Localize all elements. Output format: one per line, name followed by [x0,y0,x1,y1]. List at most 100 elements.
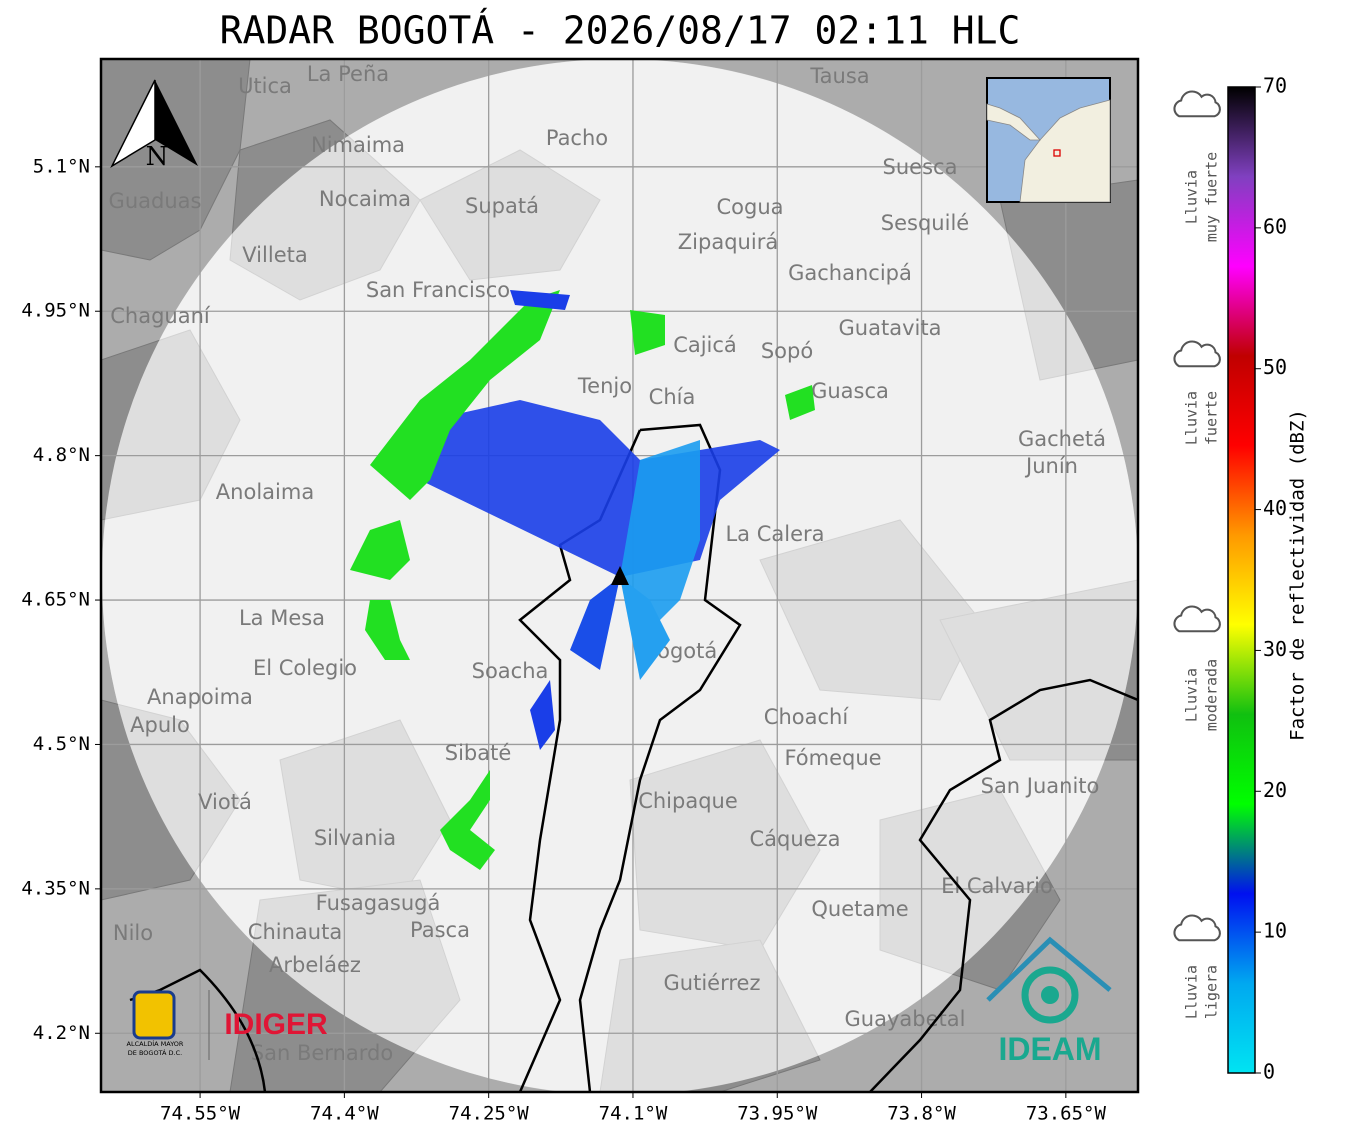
place-label: La Calera [725,522,824,546]
place-label: Sibaté [445,741,512,765]
legend-label: moderada [1203,659,1221,731]
place-label: La Mesa [239,606,325,630]
place-label: Nilo [113,921,153,945]
inset-map [986,77,1111,203]
place-label: Soacha [472,659,549,683]
place-label: Choachí [764,705,850,729]
colorbar-tick-label: 10 [1263,919,1287,943]
place-label: Chaguaní [110,304,211,328]
legend-label: Lluvia [1183,965,1201,1019]
place-label: Guaduas [109,189,202,213]
colorbar-tick-label: 0 [1263,1060,1275,1084]
colorbar-tick-label: 40 [1263,496,1287,520]
north-label: N [146,142,169,172]
place-label: Silvania [314,826,396,850]
x-tick-label: 73.8°W [887,1103,956,1125]
legend-label: Lluvia [1183,170,1201,224]
place-label: Nimaima [311,133,405,157]
place-label: Chinauta [248,920,342,944]
colorbar-tick-label: 30 [1263,637,1287,661]
place-label: Gachancipá [788,261,912,285]
radar-echoes [350,290,815,870]
place-label: Cogua [716,195,783,219]
place-label: Arbeláez [269,953,361,977]
place-label: Apulo [130,713,190,737]
place-label: Tausa [809,64,869,88]
place-label: Zipaquirá [678,230,778,254]
place-label: Gachetá [1018,427,1106,451]
place-label: Guasca [811,379,889,403]
legend-icon [1173,340,1221,368]
y-tick-label: 4.8°N [33,444,90,466]
y-tick-label: 4.2°N [33,1022,90,1044]
place-label: Fusagasugá [316,891,441,915]
place-label: Supatá [465,194,539,218]
colorbar-tick-label: 20 [1263,778,1287,802]
map-frame [99,57,1140,1094]
colorbar-tick-label: 60 [1263,214,1287,238]
radar-site [611,566,629,585]
place-label: Quetame [811,897,908,921]
place-label: Viotá [198,790,252,814]
place-label: Chipaque [638,789,738,813]
legend-icon [1173,605,1221,633]
place-label: Gutiérrez [664,971,761,995]
title: RADAR BOGOTÁ - 2026/08/17 02:11 HLC [220,9,1021,53]
logo-text: ALCALDÍA MAYOR [127,1039,184,1048]
logo-text: IDEAM [998,1031,1101,1067]
place-label: Junín [1024,454,1078,478]
y-tick-label: 5.1°N [33,155,90,177]
x-tick-label: 74.4°W [310,1103,379,1125]
place-label: Guayabetal [845,1007,966,1031]
logo-ideam: IDEAM [986,936,1112,1067]
x-tick-label: 74.25°W [449,1103,530,1125]
place-label: Tenjo [577,374,632,398]
legend-icon [1173,90,1221,118]
legend-icon [1173,914,1221,942]
x-tick-label: 73.95°W [737,1103,818,1125]
logo-text: DE BOGOTÁ D.C. [128,1048,182,1057]
colorbar-fill [1227,86,1256,1074]
place-label: San Bernardo [251,1041,393,1065]
legend-label: Lluvia [1183,391,1201,445]
y-tick-label: 4.65°N [21,589,90,611]
place-label: San Francisco [366,278,510,302]
colorbar: 0 10 20 30 40 50 60 70 Factor de reflectividad (… [1227,74,1309,1084]
place-label: La Peña [307,62,389,86]
x-tick-label: 73.65°W [1026,1103,1107,1125]
colorbar-tick-label: 50 [1263,355,1287,379]
place-label: Sesquilé [881,211,969,235]
place-label: Guatavita [839,316,942,340]
place-label: El Colegio [253,656,357,680]
place-label: Suesca [883,155,958,179]
x-tick-label: 74.55°W [160,1103,241,1125]
map: La Peña Utica Tausa Pacho Nimaima Guaduas Noca… [101,59,1138,1092]
place-label: San Juanito [981,774,1100,798]
place-label: Villeta [242,243,307,267]
y-tick-label: 4.5°N [33,733,90,755]
x-tick-label: 74.1°W [599,1103,668,1125]
place-label: Chía [649,385,696,409]
y-tick-label: 4.95°N [21,300,90,322]
legend-label: Lluvia [1183,668,1201,722]
legend-label: muy fuerte [1203,152,1221,242]
colorbar-tick-label: 70 [1263,74,1287,98]
place-label: Fómeque [784,746,881,770]
place-label: Cajicá [673,333,737,357]
place-label: Anolaima [216,480,314,504]
place-label: Pacho [546,126,608,150]
y-tick-label: 4.35°N [21,877,90,899]
logo-alcaldia: ALCALDÍA MAYOR DE BOGOTÁ D.C. IDIGER [127,990,328,1060]
place-label: Sopó [761,339,813,363]
place-label: Utica [238,74,292,98]
place-label: Nocaima [319,187,411,211]
colorbar-label: Factor de reflectividad (dBZ) [1287,409,1309,741]
logo-idiger: IDIGER [224,1008,328,1041]
place-label: Cáqueza [750,827,841,851]
north-arrow: N [110,79,198,172]
place-label: Pasca [410,918,470,942]
legend-label: fuerte [1203,391,1221,445]
legend-label: ligera [1203,965,1221,1019]
